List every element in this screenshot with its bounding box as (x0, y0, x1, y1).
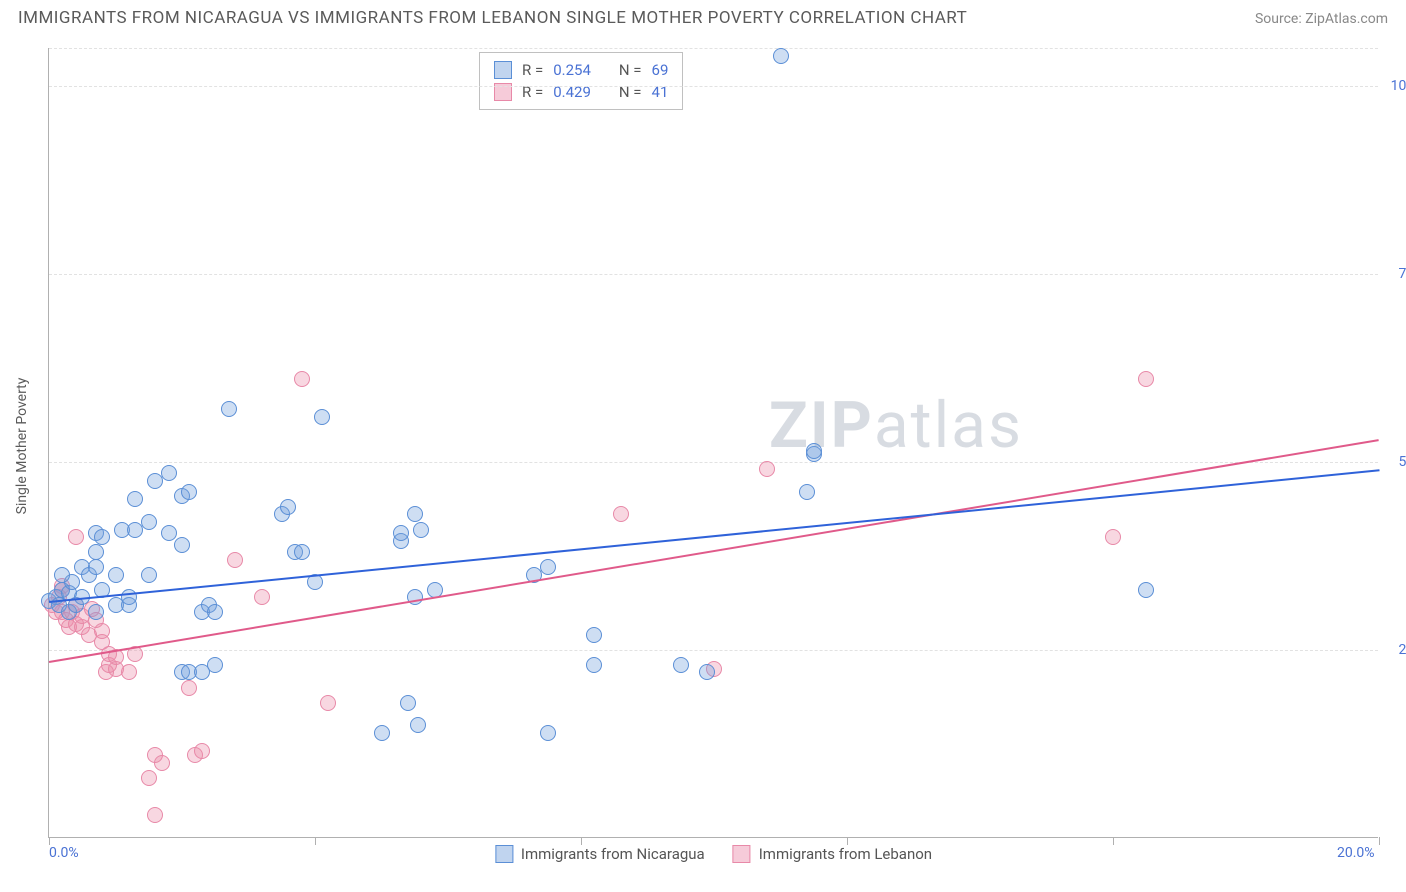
scatter-point-series1 (181, 484, 197, 500)
scatter-point-series1 (400, 695, 416, 711)
y-axis-label: 100.0% (1391, 78, 1406, 94)
scatter-point-series1 (799, 484, 815, 500)
swatch-series1-icon (494, 61, 512, 79)
scatter-point-series1 (1138, 582, 1154, 598)
scatter-point-series2 (141, 770, 157, 786)
scatter-point-series1 (540, 559, 556, 575)
scatter-point-series1 (54, 567, 70, 583)
x-axis-label: 20.0% (1337, 845, 1375, 861)
scatter-point-series2 (254, 589, 270, 605)
scatter-point-series1 (540, 725, 556, 741)
legend-item-series1: Immigrants from Nicaragua (495, 845, 705, 863)
scatter-point-series1 (161, 525, 177, 541)
scatter-point-series1 (586, 627, 602, 643)
x-axis-label: 0.0% (49, 845, 79, 861)
scatter-point-series1 (393, 525, 409, 541)
scatter-point-series1 (88, 604, 104, 620)
legend-item-series2: Immigrants from Lebanon (733, 845, 932, 863)
scatter-point-series2 (320, 695, 336, 711)
scatter-point-series1 (410, 717, 426, 733)
swatch-series2-icon (733, 845, 751, 863)
chart-title: IMMIGRANTS FROM NICARAGUA VS IMMIGRANTS … (18, 8, 967, 28)
scatter-point-series2 (147, 807, 163, 823)
scatter-point-series1 (88, 544, 104, 560)
scatter-point-series1 (280, 499, 296, 515)
scatter-point-series2 (1138, 371, 1154, 387)
scatter-point-series1 (374, 725, 390, 741)
scatter-point-series1 (294, 544, 310, 560)
scatter-point-series1 (773, 48, 789, 64)
x-tick (49, 837, 50, 845)
scatter-point-series1 (141, 514, 157, 530)
gridline (49, 48, 1378, 49)
scatter-point-series2 (1105, 529, 1121, 545)
scatter-point-series1 (161, 465, 177, 481)
scatter-point-series2 (181, 680, 197, 696)
bottom-legend: Immigrants from Nicaragua Immigrants fro… (495, 845, 932, 863)
y-axis-label: 25.0% (1398, 642, 1406, 658)
scatter-point-series1 (141, 567, 157, 583)
scatter-point-series1 (94, 529, 110, 545)
scatter-point-series1 (88, 559, 104, 575)
trendline-series1 (49, 469, 1379, 603)
x-tick (315, 837, 316, 845)
scatter-point-series1 (207, 604, 223, 620)
x-tick (581, 837, 582, 845)
x-tick (847, 837, 848, 845)
scatter-point-series1 (207, 657, 223, 673)
gridline (49, 274, 1378, 275)
y-axis-title: Single Mother Poverty (14, 378, 30, 515)
stats-row-series2: R = 0.429 N = 41 (494, 81, 668, 103)
stats-legend-box: R = 0.254 N = 69 R = 0.429 N = 41 (479, 52, 683, 110)
gridline (49, 86, 1378, 87)
scatter-point-series1 (699, 664, 715, 680)
scatter-point-series2 (613, 506, 629, 522)
scatter-point-series2 (94, 623, 110, 639)
scatter-point-series1 (673, 657, 689, 673)
gridline (49, 650, 1378, 651)
stats-row-series1: R = 0.254 N = 69 (494, 59, 668, 81)
scatter-point-series2 (121, 664, 137, 680)
scatter-point-series2 (227, 552, 243, 568)
chart-plot-area: ZIPatlas R = 0.254 N = 69 R = 0.429 N = … (48, 48, 1378, 838)
x-tick (1113, 837, 1114, 845)
scatter-point-series1 (586, 657, 602, 673)
scatter-point-series1 (127, 491, 143, 507)
scatter-point-series1 (407, 506, 423, 522)
scatter-point-series2 (194, 743, 210, 759)
scatter-point-series1 (806, 443, 822, 459)
y-axis-label: 75.0% (1398, 266, 1406, 282)
gridline (49, 462, 1378, 463)
x-tick (1379, 837, 1380, 845)
scatter-point-series1 (413, 522, 429, 538)
y-axis-label: 50.0% (1398, 454, 1406, 470)
scatter-point-series1 (314, 409, 330, 425)
source-label: Source: ZipAtlas.com (1255, 11, 1388, 27)
scatter-point-series2 (759, 461, 775, 477)
scatter-point-series2 (154, 755, 170, 771)
trendline-series2 (49, 439, 1379, 663)
scatter-point-series2 (294, 371, 310, 387)
scatter-point-series1 (108, 567, 124, 583)
scatter-point-series1 (221, 401, 237, 417)
scatter-point-series1 (174, 537, 190, 553)
swatch-series1-icon (495, 845, 513, 863)
scatter-point-series2 (68, 529, 84, 545)
